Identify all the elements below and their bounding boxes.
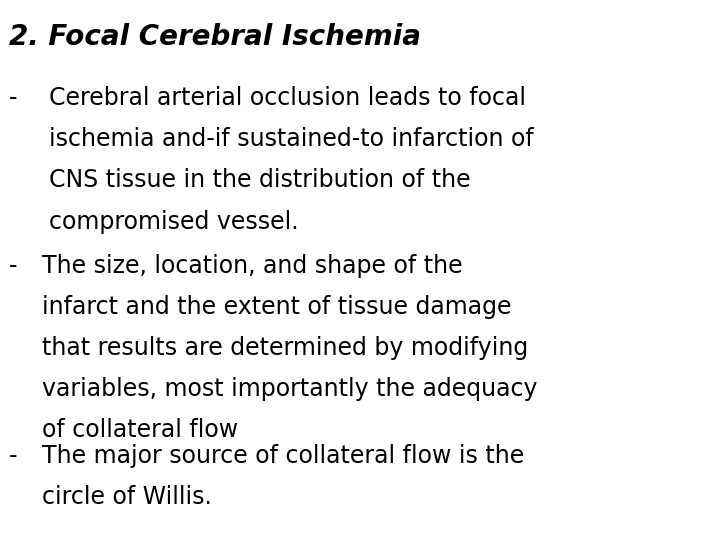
Text: infarct and the extent of tissue damage: infarct and the extent of tissue damage <box>42 295 511 319</box>
Text: ischemia and-if sustained-to infarction of: ischemia and-if sustained-to infarction … <box>49 127 534 151</box>
Text: CNS tissue in the distribution of the: CNS tissue in the distribution of the <box>49 168 471 192</box>
Text: of collateral flow: of collateral flow <box>42 418 238 442</box>
Text: circle of Willis.: circle of Willis. <box>42 485 212 509</box>
Text: compromised vessel.: compromised vessel. <box>49 210 299 233</box>
Text: The major source of collateral flow is the: The major source of collateral flow is t… <box>42 444 524 468</box>
Text: 2. Focal Cerebral Ischemia: 2. Focal Cerebral Ischemia <box>9 23 420 51</box>
Text: The size, location, and shape of the: The size, location, and shape of the <box>42 254 462 278</box>
Text: -: - <box>9 444 17 468</box>
Text: that results are determined by modifying: that results are determined by modifying <box>42 336 528 360</box>
Text: -: - <box>9 86 17 110</box>
Text: Cerebral arterial occlusion leads to focal: Cerebral arterial occlusion leads to foc… <box>49 86 526 110</box>
Text: variables, most importantly the adequacy: variables, most importantly the adequacy <box>42 377 537 401</box>
Text: -: - <box>9 254 17 278</box>
